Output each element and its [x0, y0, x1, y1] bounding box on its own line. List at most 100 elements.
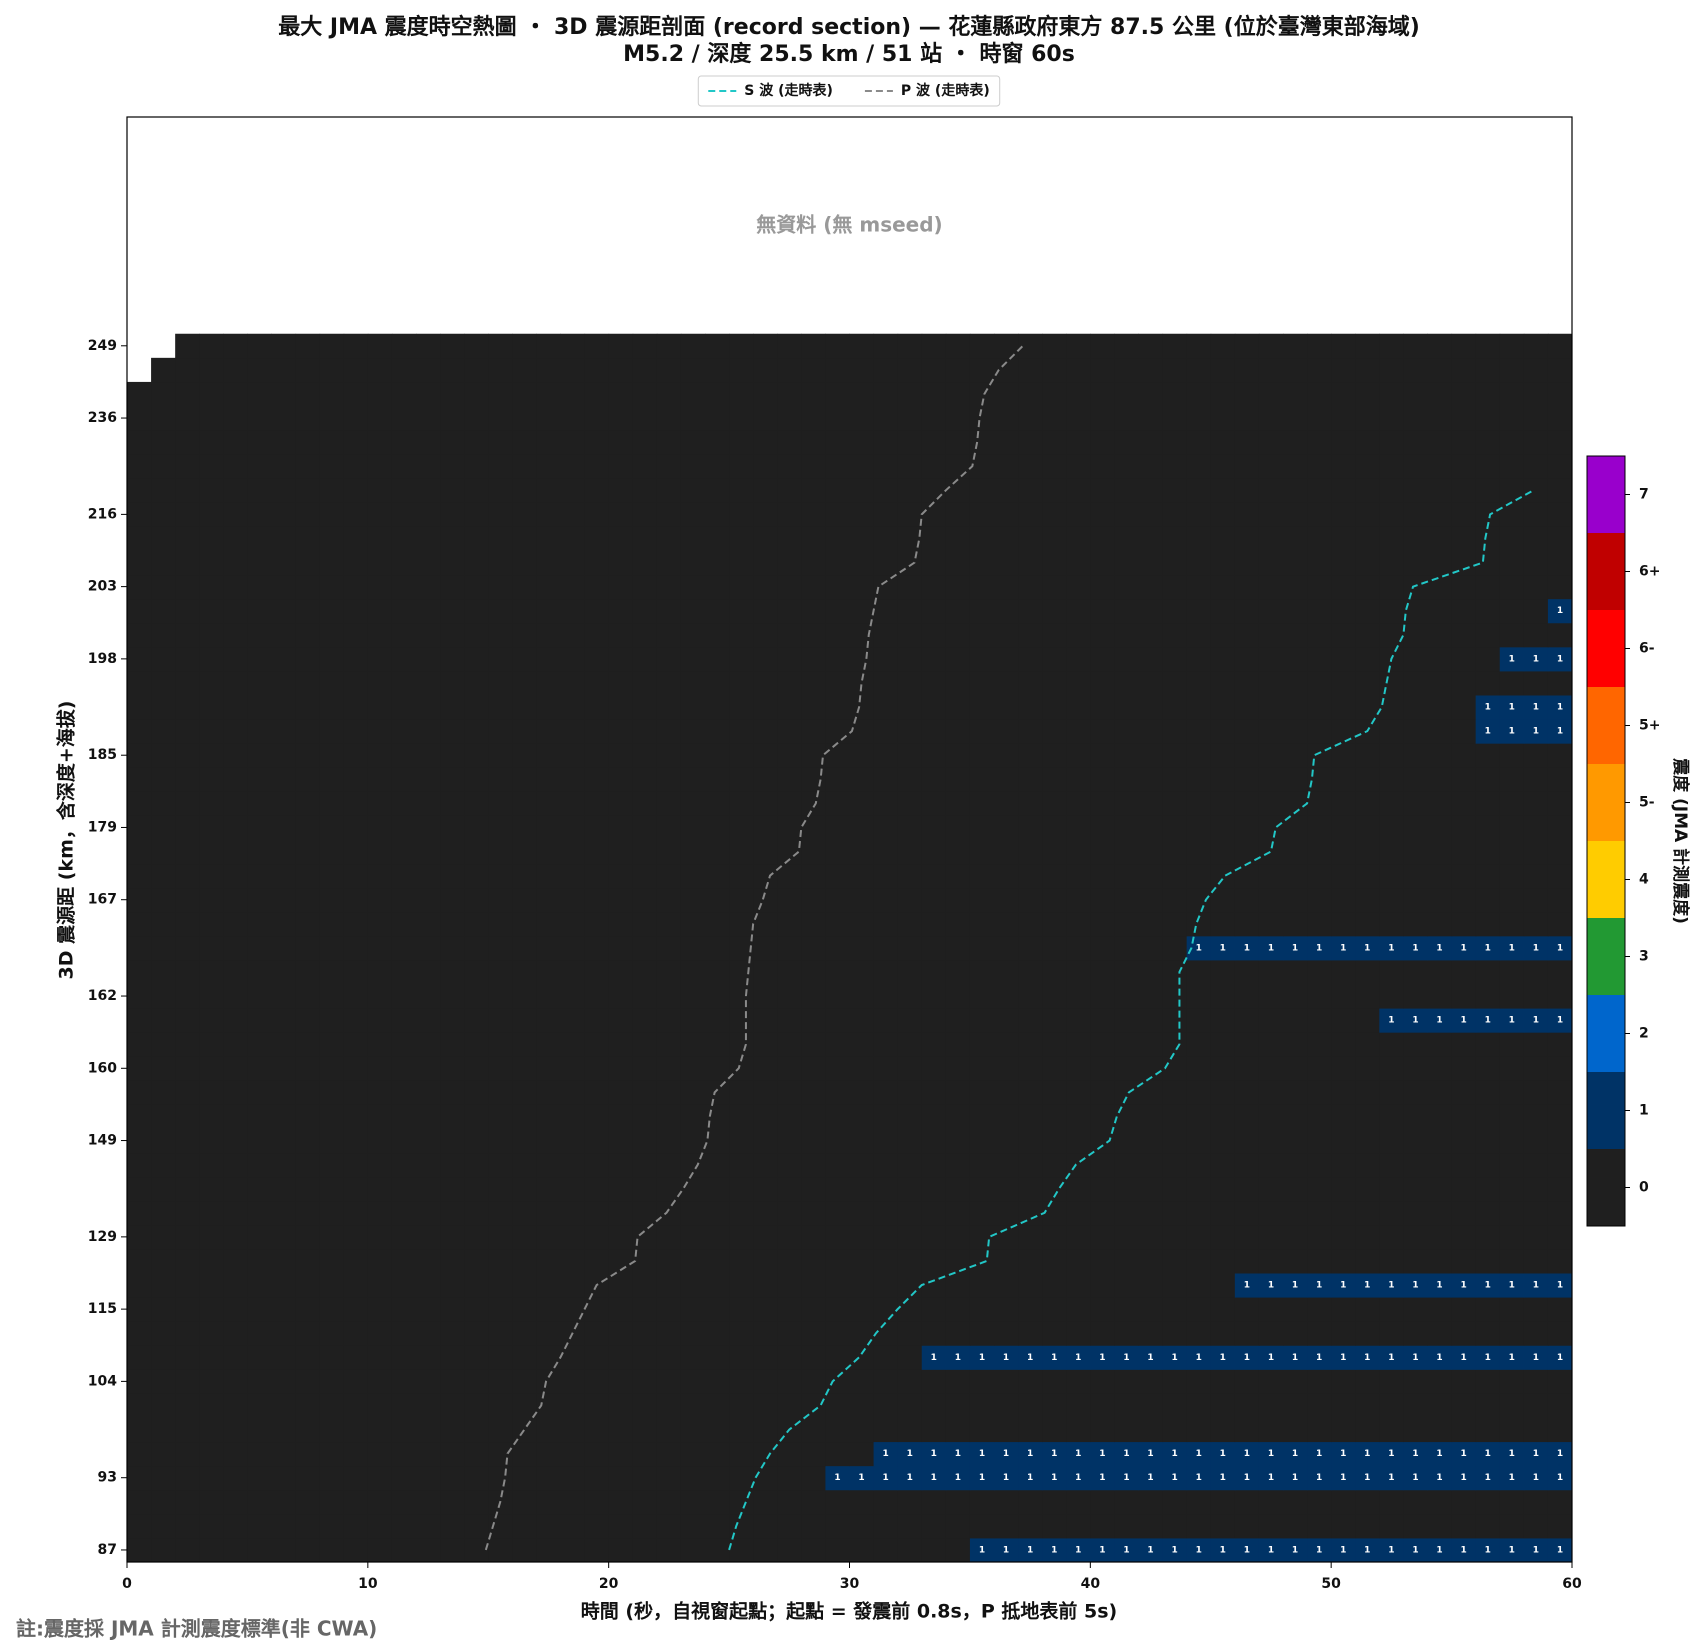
heatmap-cell	[1042, 1345, 1067, 1370]
heatmap-cell	[1403, 959, 1428, 985]
heatmap-cell	[1475, 863, 1501, 889]
heatmap-cell	[199, 1176, 224, 1202]
heatmap-cell	[175, 695, 200, 720]
heatmap-cell	[295, 1273, 321, 1298]
heatmap-cell	[632, 1489, 658, 1515]
heatmap-cell	[656, 1032, 682, 1057]
heatmap-cell	[1499, 1056, 1525, 1081]
heatmap-cell	[1114, 1200, 1139, 1226]
heatmap-cell	[825, 839, 850, 865]
heatmap-cell	[319, 695, 345, 720]
heatmap-cell	[1186, 863, 1212, 889]
heatmap-cell	[1042, 670, 1067, 696]
heatmap-cell	[391, 670, 417, 696]
heatmap-cell	[680, 526, 706, 551]
heatmap-cell	[1258, 430, 1284, 455]
heatmap-cell	[994, 1128, 1019, 1154]
heatmap-cell	[1547, 743, 1573, 768]
heatmap-cell	[151, 454, 176, 479]
heatmap-cell	[1114, 935, 1139, 961]
heatmap-cell	[1307, 406, 1332, 431]
heatmap-cell	[1451, 381, 1477, 407]
heatmap-cell	[1475, 526, 1501, 551]
heatmap-cell	[127, 1321, 152, 1346]
heatmap-cell	[1042, 959, 1067, 985]
heatmap-cell	[608, 1080, 634, 1105]
heatmap-cell	[1523, 719, 1549, 744]
heatmap-cell	[632, 1465, 658, 1491]
heatmap-cell	[1283, 430, 1308, 455]
heatmap-cell	[295, 333, 321, 359]
heatmap-cell	[199, 381, 224, 407]
cell-label: 1	[1123, 1473, 1129, 1483]
cell-label: 1	[1027, 1473, 1033, 1483]
heatmap-cell	[994, 430, 1019, 455]
heatmap-cell	[945, 333, 971, 359]
heatmap-cell	[319, 1345, 345, 1370]
heatmap-cell	[825, 357, 850, 383]
heatmap-cell	[512, 815, 537, 840]
colorbar-frame	[1586, 455, 1626, 1227]
heatmap-cell	[608, 381, 634, 407]
heatmap-cell	[921, 550, 947, 576]
heatmap-cell	[1355, 1297, 1380, 1322]
heatmap-cell	[391, 550, 417, 576]
heatmap-cell	[849, 1393, 875, 1418]
heatmap-cell	[1042, 1056, 1067, 1081]
heatmap-cell	[705, 1080, 730, 1105]
heatmap-cell	[1475, 670, 1501, 696]
heatmap-cell	[945, 1032, 971, 1057]
heatmap-cell	[488, 935, 513, 961]
heatmap-cell	[753, 1248, 778, 1274]
heatmap-cell	[560, 430, 586, 455]
heatmap-cell	[1090, 1537, 1115, 1563]
heatmap-cell	[440, 1056, 465, 1081]
heatmap-cell	[1331, 381, 1356, 407]
heatmap-cell	[416, 1128, 441, 1154]
colorbar-swatch	[1587, 995, 1625, 1072]
heatmap-cell	[1403, 984, 1428, 1009]
heatmap-cell	[1066, 1273, 1091, 1298]
heatmap-cell	[295, 430, 321, 455]
heatmap-cell	[1331, 1273, 1356, 1298]
heatmap-cell	[994, 695, 1019, 720]
heatmap-cell	[608, 1369, 634, 1394]
heatmap-cell	[512, 1200, 537, 1226]
heatmap-cell	[1114, 550, 1139, 576]
cell-label: 1	[1460, 1545, 1466, 1555]
heatmap-cell	[319, 1297, 345, 1322]
heatmap-cell	[1331, 984, 1356, 1009]
heatmap-cell	[199, 1537, 224, 1563]
heatmap-cell	[1210, 1032, 1236, 1057]
heatmap-cell	[1186, 887, 1212, 913]
heatmap-cell	[849, 1441, 875, 1467]
heatmap-cell	[151, 695, 176, 720]
heatmap-cell	[1307, 1128, 1332, 1154]
heatmap-cell	[295, 767, 321, 792]
cell-label: 1	[1003, 1545, 1009, 1555]
heatmap-cell	[536, 1369, 561, 1394]
heatmap-cell	[1210, 1393, 1236, 1418]
heatmap-cell	[969, 935, 995, 961]
heatmap-cell	[151, 911, 176, 937]
cell-label: 1	[1509, 1473, 1515, 1483]
heatmap-cell	[1331, 1008, 1356, 1033]
heatmap-cell	[1162, 815, 1188, 840]
heatmap-cell	[656, 1224, 682, 1250]
heatmap-cell	[1547, 911, 1573, 937]
heatmap-cell	[1355, 1273, 1380, 1298]
heatmap-cell	[319, 1104, 345, 1129]
heatmap-cell	[1523, 1321, 1549, 1346]
heatmap-cell	[223, 574, 248, 600]
heatmap-cell	[1547, 1152, 1573, 1178]
heatmap-cell	[729, 430, 754, 455]
heatmap-cell	[416, 550, 441, 576]
heatmap-cell	[1090, 1417, 1115, 1443]
heatmap-cell	[1042, 911, 1067, 937]
heatmap-cell	[873, 357, 899, 383]
heatmap-cell	[1427, 839, 1453, 865]
heatmap-cell	[1355, 1248, 1380, 1274]
heatmap-cell	[825, 381, 850, 407]
heatmap-cell	[656, 695, 682, 720]
heatmap-cell	[295, 863, 321, 889]
